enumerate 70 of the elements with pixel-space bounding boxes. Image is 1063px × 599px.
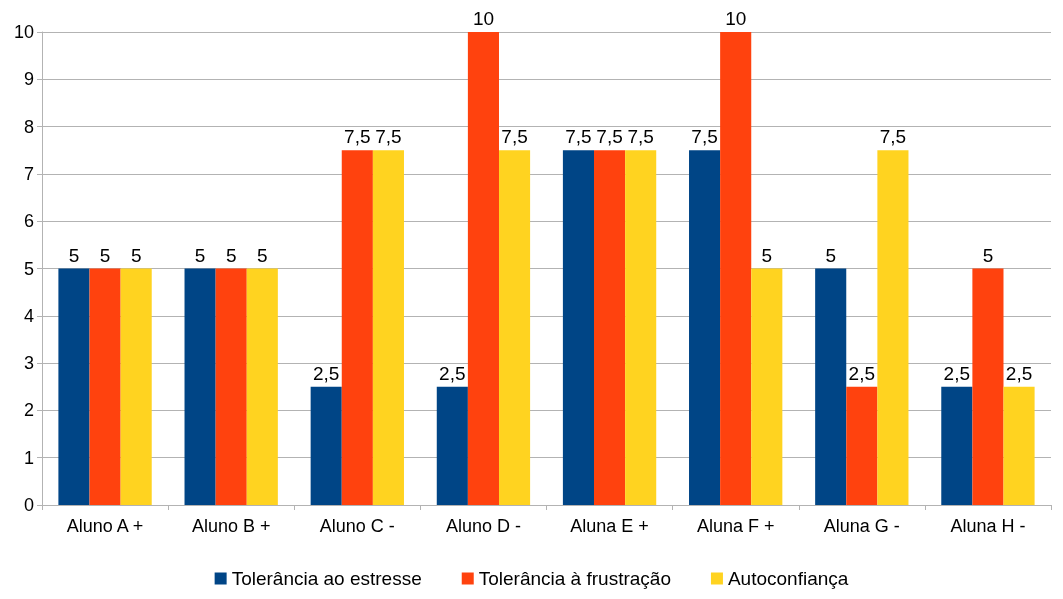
data-label: 5 <box>225 244 237 266</box>
data-label: 7,5 <box>879 126 907 148</box>
bar <box>341 150 373 505</box>
bar <box>815 268 847 505</box>
data-label: 5 <box>99 244 111 266</box>
data-label: 10 <box>725 8 747 29</box>
data-label: 5 <box>257 244 268 266</box>
y-tick-label: 7 <box>23 163 34 184</box>
bar <box>120 268 152 505</box>
x-tick-label: Aluno B + <box>191 516 271 536</box>
y-tick-label: 5 <box>23 258 34 279</box>
bar <box>562 150 595 505</box>
bar <box>941 386 973 505</box>
data-label: 2,5 <box>312 362 340 384</box>
data-label: 5 <box>825 244 836 266</box>
data-label: 2,5 <box>439 362 466 384</box>
bar <box>215 268 247 505</box>
bar <box>184 268 216 505</box>
y-tick-label: 10 <box>13 22 34 42</box>
bar <box>310 386 342 505</box>
data-label: 7,5 <box>627 126 654 148</box>
bar <box>498 150 531 505</box>
bar <box>877 150 909 505</box>
data-label: 5 <box>130 244 142 266</box>
x-tick-label: Aluno D - <box>445 516 521 536</box>
data-label: 7,5 <box>565 126 592 148</box>
y-tick-label: 1 <box>23 447 34 468</box>
data-label: 2,5 <box>943 362 971 384</box>
y-tick-label: 0 <box>23 495 34 515</box>
bar <box>594 150 626 505</box>
data-label: 5 <box>982 244 994 266</box>
y-tick-label: 4 <box>23 305 34 326</box>
data-label: 7,5 <box>501 126 528 148</box>
bar <box>720 32 752 505</box>
bar <box>89 268 121 505</box>
data-label: 10 <box>472 8 495 29</box>
data-label: 5 <box>761 244 773 266</box>
data-label: 7,5 <box>344 126 371 148</box>
data-label: 5 <box>68 244 80 266</box>
bar <box>972 268 1004 505</box>
y-tick-label: 9 <box>23 69 34 90</box>
bar <box>751 268 783 505</box>
bar <box>467 32 499 505</box>
y-tick-label: 2 <box>23 400 34 421</box>
data-label: 7,5 <box>375 126 402 148</box>
data-label: 5 <box>194 244 206 266</box>
legend-label: Autoconfiança <box>727 568 849 589</box>
y-tick-label: 8 <box>23 116 34 137</box>
x-tick-label: Aluna E + <box>570 516 649 536</box>
bar <box>372 150 404 505</box>
x-tick-label: Aluno C - <box>319 516 395 536</box>
bar <box>689 150 721 505</box>
legend-label: Tolerância ao estresse <box>231 568 422 589</box>
data-label: 2,5 <box>848 362 876 384</box>
x-tick-label: Aluna G - <box>823 516 900 536</box>
x-tick-label: Aluna F + <box>696 516 775 536</box>
bar <box>625 150 657 505</box>
y-tick-label: 6 <box>23 211 34 232</box>
bar <box>1003 386 1035 505</box>
bar <box>58 268 90 505</box>
legend-label: Tolerância à frustração <box>478 568 671 589</box>
x-tick-label: Aluno A + <box>66 516 144 536</box>
data-label: 7,5 <box>691 126 718 148</box>
bar <box>436 386 468 505</box>
data-label: 2,5 <box>1005 362 1033 384</box>
y-tick-label: 3 <box>23 353 34 374</box>
data-label: 7,5 <box>596 126 623 148</box>
bar <box>246 268 278 505</box>
x-tick-label: Aluna H - <box>950 516 1026 536</box>
bar <box>846 386 878 505</box>
